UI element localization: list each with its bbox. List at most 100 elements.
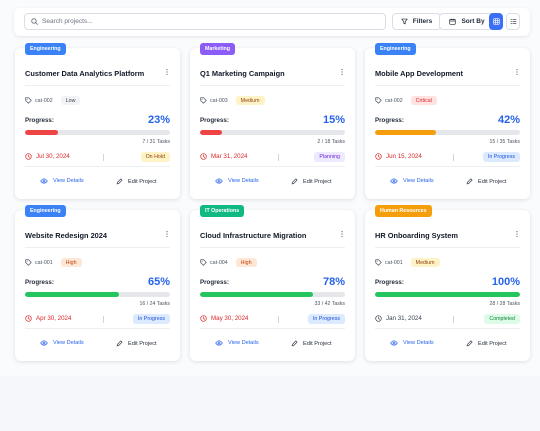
view-details-button[interactable]: View Details bbox=[40, 178, 84, 184]
grid-view-button[interactable] bbox=[489, 13, 503, 30]
progress-label: Progress: bbox=[375, 117, 404, 124]
pencil-icon bbox=[116, 340, 123, 347]
view-details-button[interactable]: View Details bbox=[215, 340, 259, 346]
category-badge: Engineering bbox=[375, 43, 416, 55]
filters-label: Filters bbox=[412, 18, 433, 25]
view-details-button[interactable]: View Details bbox=[40, 340, 84, 346]
divider bbox=[278, 154, 279, 161]
progress-bar bbox=[200, 130, 345, 135]
category-badge: Engineering bbox=[25, 205, 66, 217]
project-title: Website Redesign 2024 bbox=[25, 231, 108, 240]
category-id: cat-003 bbox=[210, 97, 228, 104]
divider bbox=[200, 247, 345, 248]
sort-by-label: Sort By bbox=[461, 18, 485, 25]
tag-icon bbox=[25, 259, 32, 266]
progress-percent: 23% bbox=[147, 114, 170, 126]
edit-project-button[interactable]: Edit Project bbox=[466, 178, 507, 185]
priority-badge: Medium bbox=[235, 96, 265, 105]
edit-project-label: Edit Project bbox=[128, 340, 157, 347]
view-details-button[interactable]: View Details bbox=[390, 340, 434, 346]
progress-label: Progress: bbox=[25, 279, 54, 286]
edit-project-button[interactable]: Edit Project bbox=[291, 340, 332, 347]
clock-icon bbox=[200, 153, 207, 160]
task-count: 2 / 18 Tasks bbox=[317, 139, 345, 145]
clock-icon bbox=[375, 315, 382, 322]
edit-project-button[interactable]: Edit Project bbox=[116, 340, 157, 347]
eye-icon bbox=[40, 178, 48, 184]
view-details-label: View Details bbox=[403, 178, 434, 184]
project-meta: cat-003 Medium bbox=[200, 96, 265, 105]
divider bbox=[200, 328, 345, 329]
eye-icon bbox=[390, 340, 398, 346]
category-id: cat-002 bbox=[35, 97, 53, 104]
progress-label: Progress: bbox=[200, 117, 229, 124]
edit-project-label: Edit Project bbox=[128, 178, 157, 185]
due-date: May 30, 2024 bbox=[200, 315, 249, 322]
progress-label: Progress: bbox=[25, 117, 54, 124]
project-card: Human Resources HR Onboarding System cat… bbox=[365, 205, 530, 361]
project-card: Engineering Customer Data Analytics Plat… bbox=[15, 43, 180, 199]
view-details-button[interactable]: View Details bbox=[215, 178, 259, 184]
sort-by-button[interactable]: Sort By bbox=[439, 13, 495, 30]
divider bbox=[278, 316, 279, 323]
progress-percent: 100% bbox=[491, 276, 520, 288]
divider bbox=[375, 166, 520, 167]
progress-percent: 15% bbox=[322, 114, 345, 126]
divider bbox=[25, 166, 170, 167]
progress-bar bbox=[200, 292, 345, 297]
status-badge: On Hold bbox=[140, 152, 170, 162]
status-badge: Completed bbox=[484, 314, 520, 324]
progress-bar bbox=[375, 130, 520, 135]
calendar-icon bbox=[449, 18, 457, 25]
pencil-icon bbox=[466, 340, 473, 347]
eye-icon bbox=[40, 340, 48, 346]
due-date-text: Jun 15, 2024 bbox=[386, 153, 422, 160]
progress-label: Progress: bbox=[375, 279, 404, 286]
due-date-text: Jul 30, 2024 bbox=[36, 153, 70, 160]
priority-badge: High bbox=[60, 258, 82, 267]
tag-icon bbox=[25, 97, 32, 104]
category-badge: IT Operations bbox=[200, 205, 245, 217]
search-input[interactable] bbox=[42, 18, 362, 25]
search-box[interactable] bbox=[24, 13, 386, 30]
project-card: Engineering Mobile App Development cat-0… bbox=[365, 43, 530, 199]
edit-project-button[interactable]: Edit Project bbox=[466, 340, 507, 347]
project-meta: cat-001 Medium bbox=[375, 258, 440, 267]
due-date-text: Jan 31, 2024 bbox=[386, 315, 422, 322]
more-options-icon[interactable] bbox=[515, 68, 519, 76]
progress-bar-fill bbox=[200, 130, 222, 135]
project-title: Cloud Infrastructure Migration bbox=[200, 231, 307, 240]
more-options-icon[interactable] bbox=[515, 230, 519, 238]
view-details-label: View Details bbox=[53, 340, 84, 346]
more-options-icon[interactable] bbox=[340, 68, 344, 76]
view-details-button[interactable]: View Details bbox=[390, 178, 434, 184]
more-options-icon[interactable] bbox=[340, 230, 344, 238]
divider bbox=[453, 316, 454, 323]
list-view-button[interactable] bbox=[506, 13, 520, 30]
divider bbox=[25, 328, 170, 329]
tag-icon bbox=[375, 259, 382, 266]
pencil-icon bbox=[116, 178, 123, 185]
edit-project-label: Edit Project bbox=[478, 178, 507, 185]
tag-icon bbox=[200, 97, 207, 104]
divider bbox=[375, 85, 520, 86]
edit-project-button[interactable]: Edit Project bbox=[291, 178, 332, 185]
edit-project-button[interactable]: Edit Project bbox=[116, 178, 157, 185]
more-options-icon[interactable] bbox=[165, 68, 169, 76]
priority-badge: Medium bbox=[410, 258, 440, 267]
status-badge: In Progress bbox=[132, 314, 170, 324]
filters-button[interactable]: Filters bbox=[392, 13, 441, 30]
progress-percent: 42% bbox=[497, 114, 520, 126]
divider bbox=[25, 247, 170, 248]
task-count: 7 / 31 Tasks bbox=[142, 139, 170, 145]
due-date-text: May 30, 2024 bbox=[211, 315, 249, 322]
view-details-label: View Details bbox=[228, 178, 259, 184]
divider bbox=[375, 247, 520, 248]
edit-project-label: Edit Project bbox=[303, 340, 332, 347]
divider bbox=[103, 316, 104, 323]
category-badge: Engineering bbox=[25, 43, 66, 55]
more-options-icon[interactable] bbox=[165, 230, 169, 238]
project-title: HR Onboarding System bbox=[375, 231, 458, 240]
due-date-text: Mar 31, 2024 bbox=[211, 153, 248, 160]
task-count: 16 / 24 Tasks bbox=[139, 301, 170, 307]
